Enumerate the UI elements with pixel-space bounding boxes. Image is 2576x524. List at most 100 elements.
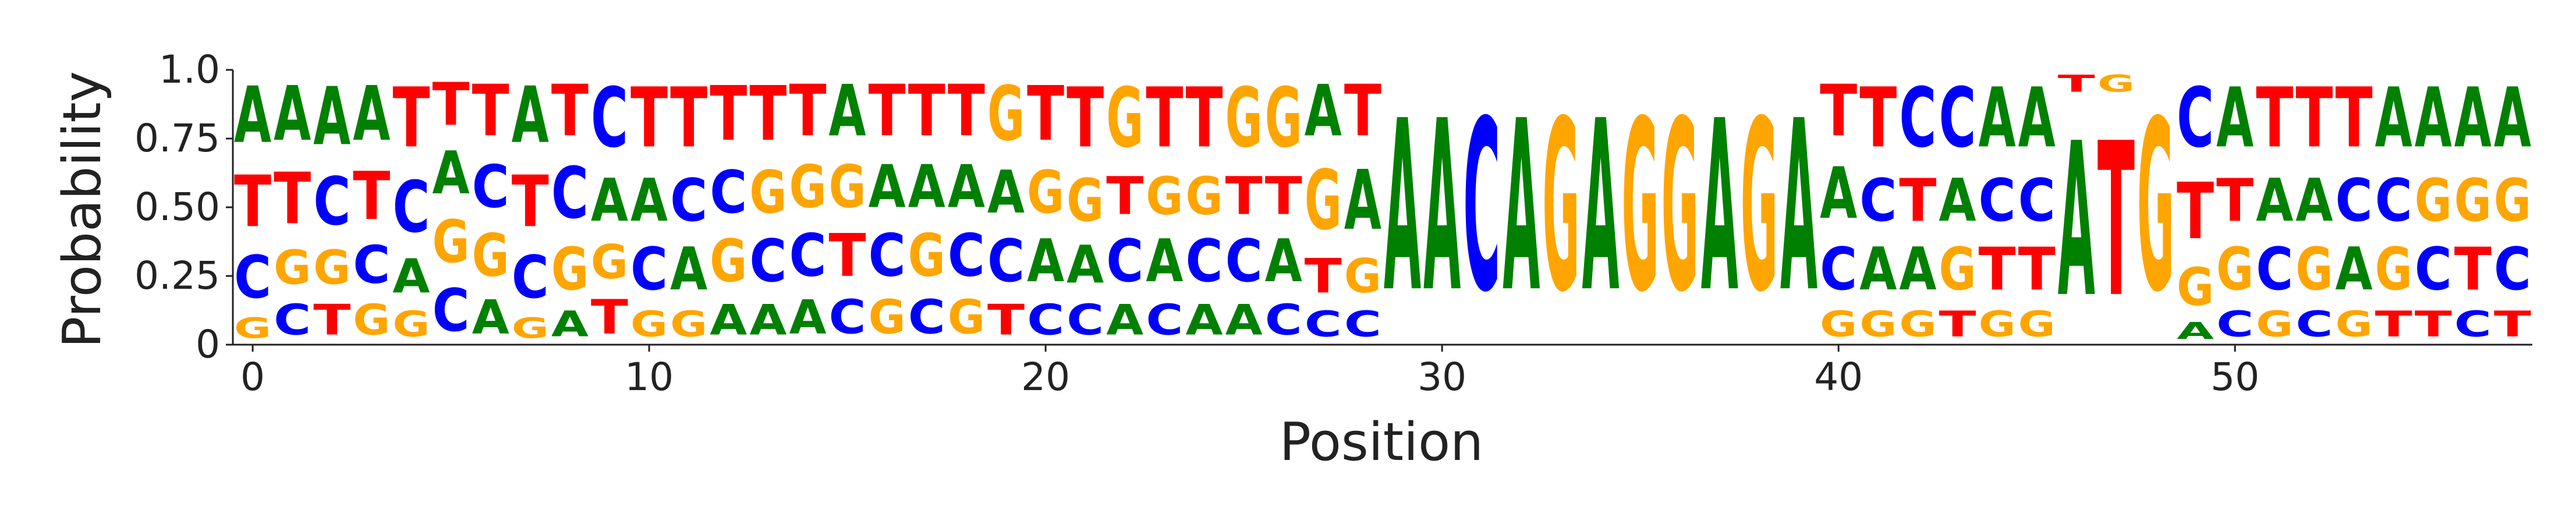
logo-letter-c: C: [2256, 235, 2293, 304]
logo-letter-c: C: [630, 235, 668, 304]
logo-letter-t: T: [1820, 70, 1857, 153]
logo-letter-g: G: [1265, 70, 1302, 166]
logo-letter-t: T: [1979, 235, 2016, 303]
logo-letter-g: G: [1185, 166, 1223, 226]
logo-letter-c: C: [1265, 295, 1302, 345]
logo-letter-t: T: [1305, 249, 1342, 303]
logo-letter-g: G: [2415, 167, 2452, 235]
logo-letter-g: G: [2335, 304, 2372, 345]
logo-letter-t: T: [234, 160, 271, 243]
logo-letter-c: C: [512, 243, 549, 312]
logo-letter-t: T: [551, 70, 589, 153]
logo-letter-t: T: [1344, 70, 1381, 153]
logo-letter-c: C: [353, 235, 390, 295]
logo-letter-g: G: [987, 70, 1025, 158]
logo-letter-c: C: [2335, 167, 2372, 235]
logo-letter-t: T: [1146, 71, 1183, 167]
logo-letter-g: G: [353, 295, 390, 345]
logo-letter-a: A: [1701, 70, 1739, 344]
logo-letter-c: C: [2454, 303, 2492, 345]
logo-letter-a: A: [1820, 153, 1857, 235]
logo-letter-a: A: [948, 152, 985, 221]
x-tick-label: 10: [625, 355, 674, 399]
logo-letter-a: A: [1185, 296, 1223, 345]
logo-letter-t: T: [433, 70, 470, 139]
x-tick-label: 0: [240, 355, 265, 399]
logo-letter-a: A: [2295, 166, 2333, 235]
logo-letter-c: C: [392, 166, 430, 248]
logo-letter-c: C: [1225, 227, 1263, 296]
logo-letter-g: G: [591, 235, 628, 290]
logo-letter-c: C: [2415, 235, 2452, 304]
logo-letter-c: C: [472, 153, 509, 221]
logo-letter-g: G: [1939, 235, 1976, 303]
logo-letter-t: T: [353, 158, 390, 235]
logo-letter-t: T: [749, 70, 786, 158]
logo-letter-g: G: [710, 227, 747, 295]
logo-letter-t: T: [2335, 71, 2372, 167]
logo-letter-t: T: [1859, 71, 1897, 167]
logo-letter-t: T: [1899, 167, 1936, 235]
logo-letter-a: A: [1344, 154, 1381, 249]
logo-letter-c: C: [908, 290, 945, 345]
logo-letter-c: C: [551, 153, 589, 235]
logo-letter-t: T: [908, 70, 945, 153]
logo-letter-g: G: [2216, 235, 2253, 303]
logo-letter-a: A: [551, 304, 589, 345]
logo-letter-a: A: [1780, 70, 1818, 344]
logo-letter-t: T: [2375, 304, 2412, 345]
logo-letter-t: T: [789, 70, 826, 153]
logo-letter-c: C: [1899, 70, 1936, 166]
y-tick-label: 0.50: [134, 185, 220, 229]
logo-letter-c: C: [829, 290, 866, 345]
logo-letter-t: T: [1106, 166, 1143, 226]
logo-letter-t: T: [472, 70, 509, 153]
logo-letter-g: G: [789, 153, 826, 221]
logo-letter-c: C: [2216, 303, 2253, 345]
logo-letter-a: A: [1106, 296, 1143, 345]
logo-letter-a: A: [1066, 235, 1104, 295]
logo-letter-g: G: [1344, 249, 1381, 304]
logo-letter-g: G: [1027, 158, 1064, 226]
logo-letter-c: C: [749, 227, 786, 296]
logo-letter-t: T: [1066, 71, 1104, 167]
logo-letter-a: A: [670, 235, 707, 303]
logo-letter-g: G: [1820, 304, 1857, 345]
y-tick-label: 0.25: [134, 253, 220, 298]
y-tick-label: 0: [196, 322, 220, 367]
logo-letter-a: A: [1582, 70, 1620, 344]
logo-letter-c: C: [1305, 303, 1342, 345]
logo-letter-a: A: [710, 296, 747, 345]
logo-letter-g: G: [2454, 167, 2492, 235]
logo-letter-a: A: [472, 291, 509, 345]
logo-letter-c: C: [1146, 295, 1183, 345]
logo-letter-c: C: [2018, 167, 2056, 235]
logo-letter-a: A: [829, 71, 866, 153]
logo-letter-a: A: [1423, 70, 1461, 344]
logo-letter-a: A: [1225, 296, 1263, 345]
logo-letter-c: C: [2177, 70, 2214, 166]
axes: 0 0.25 0.50 0.75 1.0 0 10 20 30 40 50: [134, 47, 2532, 399]
logo-letter-t: T: [670, 71, 707, 167]
logo-letter-g: G: [1146, 166, 1183, 226]
logo-letter-g: G: [2494, 167, 2531, 235]
logo-letter-c: C: [1979, 167, 2016, 235]
logo-letter-g: G: [1542, 70, 1579, 344]
logo-letter-t: T: [2177, 167, 2214, 257]
logo-letter-a: A: [2058, 99, 2096, 345]
logo-letter-g: G: [551, 235, 589, 303]
logo-letter-g: G: [1066, 167, 1104, 235]
logo-letter-t: T: [512, 160, 549, 243]
logo-letter-c: C: [1859, 167, 1897, 235]
logo-letter-a: A: [1305, 71, 1342, 153]
logo-letter-g: G: [908, 222, 945, 290]
x-tick-label: 30: [1418, 355, 1466, 399]
logo-letter-g: G: [313, 240, 350, 295]
y-tick-label: 1.0: [159, 47, 220, 92]
logo-letter-t: T: [2494, 304, 2531, 345]
logo-letter-c: C: [234, 243, 271, 312]
logo-letter-a: A: [1503, 70, 1540, 344]
logo-letter-c: C: [670, 167, 707, 235]
logo-letter-a: A: [749, 296, 786, 345]
logo-letter-t: T: [2415, 304, 2452, 345]
